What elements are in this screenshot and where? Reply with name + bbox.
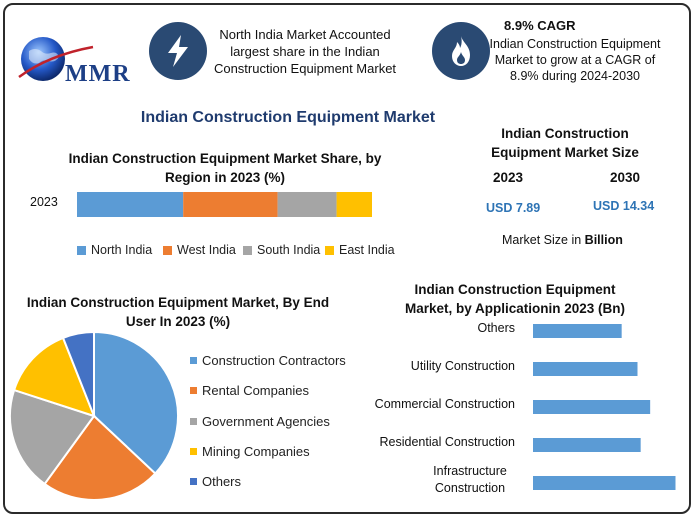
market-size-note-unit: Billion bbox=[584, 233, 623, 247]
legend-label: East India bbox=[339, 243, 395, 257]
lightning-icon bbox=[168, 35, 188, 67]
mmr-logo: MMR bbox=[15, 33, 145, 93]
globe-icon bbox=[18, 37, 94, 81]
application-label-others: Others bbox=[477, 321, 515, 335]
application-label-utility-construction: Utility Construction bbox=[410, 359, 515, 373]
legend-label: Mining Companies bbox=[202, 443, 310, 459]
region-bar-west-india bbox=[183, 192, 278, 217]
year-2030-label: 2030 bbox=[610, 170, 641, 185]
legend-swatch bbox=[163, 245, 172, 255]
market-size-note: Market Size in Billion bbox=[502, 233, 623, 247]
region-stacked-bar-chart bbox=[77, 192, 372, 217]
end-user-pie-chart bbox=[9, 330, 179, 501]
pie-slice-construction-contractors bbox=[93, 330, 179, 475]
application-bar-chart bbox=[533, 324, 676, 490]
legend-swatch bbox=[325, 245, 334, 255]
legend-label: North India bbox=[91, 243, 153, 257]
cagr-title: 8.9% CAGR bbox=[504, 18, 576, 33]
application-label-residential-construction: Residential Construction bbox=[379, 435, 516, 449]
pie-slice-government-agencies bbox=[9, 388, 96, 486]
legend-swatch bbox=[190, 478, 197, 486]
application-bar-infrastructure-construction bbox=[533, 476, 676, 490]
logo-text: MMR bbox=[65, 61, 131, 87]
legend-swatch bbox=[190, 357, 197, 364]
region-bar-south-india bbox=[277, 192, 337, 217]
legend-label: South India bbox=[257, 243, 321, 257]
pie-slice-others bbox=[61, 330, 95, 417]
pie-slice-mining-companies bbox=[12, 336, 96, 418]
legend-swatch bbox=[190, 447, 197, 455]
legend-swatch bbox=[190, 417, 197, 425]
application-bar-commercial-construction bbox=[533, 400, 651, 414]
value-2030: USD 14.34 bbox=[593, 199, 655, 213]
legend-label: Rental Companies bbox=[202, 383, 309, 399]
legend-item-rental-companies: Rental Companies bbox=[190, 383, 309, 398]
legend-label: Others bbox=[202, 474, 242, 490]
infographic-frame: MMR North India Market Accounted largest… bbox=[3, 3, 691, 514]
legend-label: West India bbox=[177, 243, 236, 257]
main-title: Indian Construction Equipment Market bbox=[140, 109, 436, 126]
legend-label: Government Agencies bbox=[202, 413, 330, 429]
region-bar-east-india bbox=[336, 192, 372, 217]
legend-swatch bbox=[77, 245, 86, 255]
application-bar-utility-construction bbox=[533, 362, 638, 376]
year-2023-label: 2023 bbox=[493, 170, 524, 185]
cagr-text: Indian Construction Equipment Market to … bbox=[489, 37, 661, 83]
application-bar-residential-construction bbox=[533, 438, 641, 452]
market-size-title: Indian Construction Equipment Market Siz… bbox=[491, 126, 639, 160]
legend-item-government-agencies: Government Agencies bbox=[190, 414, 330, 429]
north-india-text: North India Market Accounted largest sha… bbox=[213, 27, 397, 76]
application-bar-others bbox=[533, 324, 622, 338]
application-chart-title: Indian Construction Equipment Market, by… bbox=[404, 282, 626, 316]
value-2023: USD 7.89 bbox=[486, 201, 541, 215]
legend-swatch bbox=[243, 245, 252, 255]
legend-item-east-india: East India bbox=[325, 243, 395, 257]
application-label-commercial-construction: Commercial Construction bbox=[374, 397, 515, 411]
end-user-chart-title: Indian Construction Equipment Market, By… bbox=[26, 295, 330, 329]
legend-item-mining-companies: Mining Companies bbox=[190, 444, 310, 459]
flame-badge bbox=[432, 22, 490, 80]
pie-slice-rental-companies bbox=[43, 414, 157, 501]
application-label-infrastructure-construction: Infrastructure Construction bbox=[433, 464, 507, 495]
flame-icon bbox=[452, 36, 470, 66]
legend-swatch bbox=[190, 387, 197, 395]
region-chart-title: Indian Construction Equipment Market Sha… bbox=[68, 151, 382, 185]
legend-item-south-india: South India bbox=[243, 243, 320, 257]
legend-item-north-india: North India bbox=[77, 243, 152, 257]
legend-label: Construction Contractors bbox=[202, 353, 346, 368]
region-category-label: 2023 bbox=[30, 195, 58, 209]
legend-item-west-india: West India bbox=[163, 243, 236, 257]
legend-item-construction-contractors: Construction Contractors bbox=[190, 353, 346, 368]
region-bar-north-india bbox=[77, 192, 184, 217]
lightning-badge bbox=[149, 22, 207, 80]
market-size-note-prefix: Market Size in bbox=[502, 233, 585, 247]
legend-item-others: Others bbox=[190, 474, 241, 489]
